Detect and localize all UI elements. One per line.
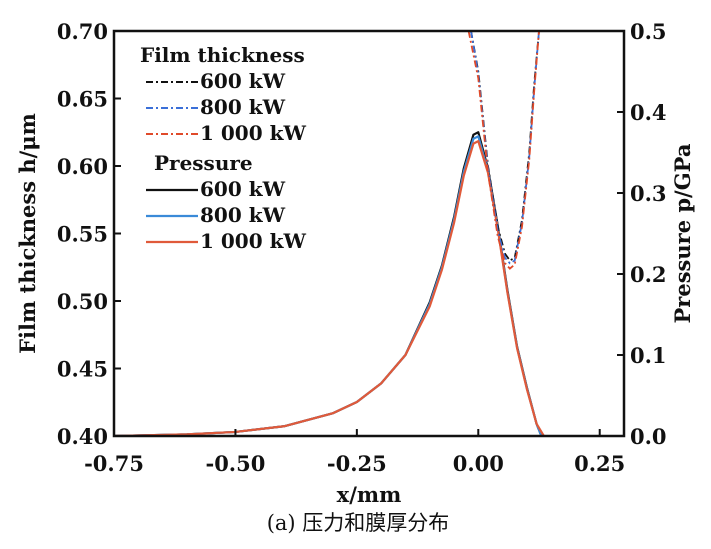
pressure-line-2 [114, 135, 543, 436]
legend-film-header: Film thickness [140, 43, 305, 67]
x-tick-label: 0.25 [574, 451, 625, 476]
x-tick-label: -0.75 [84, 451, 144, 476]
y-left-tick-label: 0.65 [57, 87, 108, 112]
legend-film-label: 1 000 kW [200, 121, 306, 145]
figure-caption: (a) 压力和膜厚分布 [267, 511, 450, 535]
pressure-line-3 [114, 140, 545, 436]
y-right-tick-label: 0.4 [630, 100, 667, 125]
pressure-line-1 [114, 131, 543, 436]
y-right-tick-label: 0.2 [630, 262, 667, 287]
legend-pressure-label: 1 000 kW [200, 229, 306, 253]
y-left-tick-label: 0.40 [57, 424, 108, 449]
film-thickness-line-3 [467, 31, 540, 270]
y-right-tick-label: 0.1 [630, 343, 667, 368]
axis-ticks: -0.75 -0.50 -0.25 0.00 0.25 0.40 0.45 0.50 0.55 0… [57, 19, 667, 476]
plot-lines [114, 31, 545, 436]
legend-pressure-header: Pressure [154, 151, 253, 175]
x-tick-label: -0.50 [205, 451, 265, 476]
legend-film-label: 800 kW [200, 95, 286, 119]
y-right-tick-label: 0.5 [630, 19, 667, 44]
legend-film-label: 600 kW [200, 69, 286, 93]
x-tick-label: -0.25 [327, 451, 387, 476]
y-left-tick-label: 0.45 [57, 357, 108, 382]
y-left-tick-label: 0.60 [57, 154, 108, 179]
y-left-tick-label: 0.70 [57, 19, 108, 44]
y-axis-left-label: Film thickness h/μm [15, 113, 40, 354]
legend-pressure-label: 600 kW [200, 177, 286, 201]
y-right-tick-label: 0.3 [630, 181, 667, 206]
plot-frame [112, 29, 626, 438]
x-tick-label: 0.00 [453, 451, 504, 476]
legend-pressure-label: 800 kW [200, 203, 286, 227]
x-axis-label: x/mm [337, 482, 402, 507]
y-axis-right-label: Pressure p/GPa [670, 143, 695, 323]
y-left-tick-label: 0.50 [57, 289, 108, 314]
y-right-tick-label: 0.0 [630, 424, 667, 449]
y-left-tick-label: 0.55 [57, 222, 108, 247]
